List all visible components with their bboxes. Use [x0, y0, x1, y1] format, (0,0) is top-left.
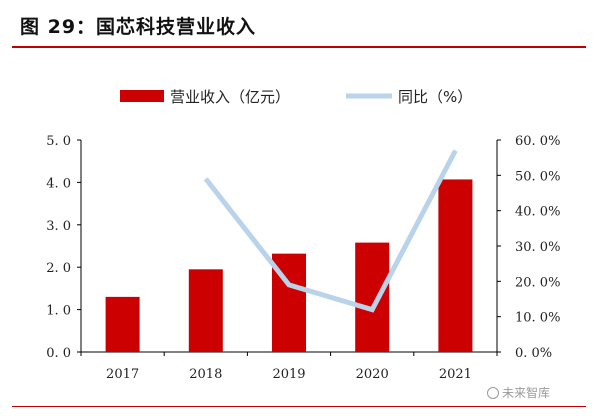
bar-2017	[105, 296, 140, 352]
bottom-rule	[12, 406, 586, 407]
right-axis-tick-label: 30. 0%	[515, 240, 560, 255]
line-series	[203, 149, 458, 313]
yoy-point-2020	[371, 309, 373, 311]
legend-label-yoy: 同比（%）	[398, 88, 472, 106]
x-axis-tick-labels: 2017 2018 2019 2020 2021	[106, 367, 472, 382]
left-axis-tick-label: 4. 0	[46, 176, 71, 191]
left-axis-tick-label: 2. 0	[46, 261, 71, 276]
x-axis-tick-label-2018: 2018	[189, 367, 222, 382]
legend-swatch-bar	[120, 90, 164, 102]
right-axis-tick-label: 0. 0%	[515, 346, 552, 361]
x-axis-tick-label-2017: 2017	[106, 367, 139, 382]
chart-legend: 营业收入（亿元） 同比（%）	[120, 88, 472, 106]
left-axis-tick-label: 5. 0	[46, 134, 71, 149]
left-axis-tick-labels: 0. 0 1. 0 2. 0 3. 0 4. 0 5. 0	[46, 134, 71, 361]
right-axis-tick-label: 40. 0%	[515, 205, 560, 220]
yoy-point-2018	[205, 178, 207, 180]
right-axis-tick-label: 10. 0%	[515, 311, 560, 326]
legend-label-revenue: 营业收入（亿元）	[170, 88, 290, 106]
right-axis-tick-label: 60. 0%	[515, 134, 560, 149]
yoy-point-2019	[288, 284, 290, 286]
watermark-text: 未来智库	[502, 386, 551, 400]
right-axis-tick-label: 50. 0%	[515, 169, 560, 184]
left-axis-tick-label: 3. 0	[46, 219, 71, 234]
left-axis-tick-label: 0. 0	[46, 346, 71, 361]
x-axis-tick-label-2019: 2019	[272, 367, 305, 382]
yoy-growth-line	[203, 149, 458, 313]
bar-2020	[355, 242, 390, 352]
left-axis-tick-label: 1. 0	[46, 304, 71, 319]
right-axis-tick-labels: 0. 0% 10. 0% 20. 0% 30. 0% 40. 0% 50. 0% 60. 0…	[515, 134, 560, 361]
sound-wave-icon	[487, 387, 499, 399]
bar-2018	[188, 269, 223, 352]
x-axis-tick-label-2021: 2021	[439, 367, 472, 382]
x-axis-tick-label-2020: 2020	[356, 367, 389, 382]
figure-title-bar: 图 29：国芯科技营业收入	[0, 0, 598, 48]
yoy-point-2021	[454, 150, 456, 152]
bar-2021	[438, 179, 473, 352]
figure-title: 图 29：国芯科技营业收入	[20, 16, 257, 38]
title-underline	[12, 46, 586, 48]
right-axis-tick-label: 20. 0%	[515, 275, 560, 290]
bar-series	[105, 179, 473, 352]
watermark: 未来智库	[487, 384, 550, 401]
